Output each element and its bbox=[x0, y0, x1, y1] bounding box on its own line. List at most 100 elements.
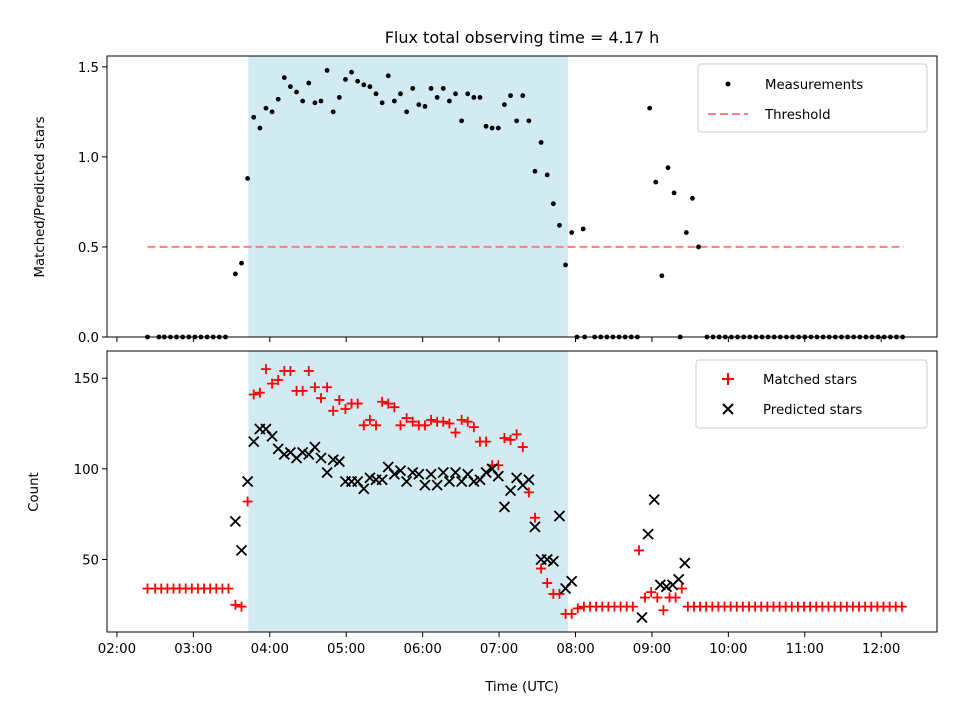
top-axes-frame bbox=[106, 55, 938, 338]
matched-star-point bbox=[364, 414, 375, 425]
x-tick-label: 12:00 bbox=[862, 642, 900, 657]
matched-star-point bbox=[419, 420, 430, 431]
measurement-point bbox=[428, 86, 434, 91]
top-y-ticks: 0.0 0.5 1.0 1.5 bbox=[78, 61, 107, 346]
predicted-star-point bbox=[437, 466, 449, 479]
predicted-star-point bbox=[679, 557, 691, 569]
y-tick-label: 0.0 bbox=[78, 331, 99, 346]
measurement-point bbox=[232, 271, 238, 277]
y-tick-label: 150 bbox=[74, 372, 99, 387]
matched-star-point bbox=[676, 583, 687, 594]
matched-star-point bbox=[401, 413, 412, 424]
matched-star-point bbox=[511, 429, 522, 440]
measurement-point bbox=[489, 125, 495, 131]
predicted-star-point bbox=[529, 521, 541, 533]
x-tick-label: 04:00 bbox=[251, 642, 289, 657]
matched-star-point bbox=[328, 405, 339, 416]
predicted-star-point bbox=[394, 465, 407, 477]
x-tick-label: 02:00 bbox=[98, 642, 136, 657]
predicted-star-point bbox=[504, 484, 517, 497]
legend-predicted-label: Predicted stars bbox=[763, 403, 862, 418]
measurement-point bbox=[330, 109, 336, 115]
y-tick-label: 50 bbox=[82, 553, 99, 568]
predicted-star-point bbox=[235, 544, 248, 557]
matched-star-point bbox=[670, 592, 681, 603]
measurement-point bbox=[459, 118, 465, 124]
matched-star-point bbox=[566, 608, 577, 619]
matched-star-point bbox=[260, 364, 271, 375]
matched-star-point bbox=[450, 427, 461, 438]
matched-star-point bbox=[223, 583, 234, 594]
matched-star-point bbox=[456, 414, 467, 425]
measurement-point bbox=[391, 98, 397, 104]
predicted-star-point bbox=[480, 466, 492, 479]
x-tick-label: 08:00 bbox=[556, 642, 594, 657]
measurement-point bbox=[373, 91, 379, 97]
predicted-star-point bbox=[333, 455, 345, 468]
x-tick-label: 05:00 bbox=[327, 642, 365, 657]
measurement-point bbox=[514, 118, 520, 124]
measurement-point bbox=[544, 172, 550, 178]
matched-star-point bbox=[646, 587, 657, 598]
measurement-point bbox=[385, 73, 391, 79]
predicted-star-point bbox=[498, 501, 511, 513]
predicted-star-point bbox=[400, 475, 413, 488]
matched-star-point bbox=[444, 418, 455, 429]
matched-star-point bbox=[652, 592, 663, 603]
measurement-point bbox=[696, 244, 701, 250]
measurement-point bbox=[410, 86, 416, 91]
matched-star-point bbox=[267, 378, 278, 389]
measurement-point bbox=[361, 82, 367, 88]
measurement-point bbox=[550, 201, 556, 207]
measurement-point bbox=[251, 114, 257, 120]
bottom-x-ticks: 02:00 03:00 04:00 05:00 06:00 07:00 08:00 09:00… bbox=[98, 632, 900, 657]
measurement-point bbox=[465, 91, 471, 97]
predicted-star-point bbox=[553, 510, 566, 522]
measurement-point bbox=[532, 168, 538, 174]
matched-star-point bbox=[572, 603, 583, 614]
predicted-star-point bbox=[376, 474, 388, 486]
matched-star-point bbox=[352, 398, 363, 409]
matched-star-point bbox=[517, 442, 528, 453]
predicted-star-point bbox=[642, 528, 654, 540]
matched-star-point bbox=[640, 592, 651, 603]
matched-star-point bbox=[499, 433, 510, 444]
measurement-point bbox=[367, 84, 373, 90]
matched-star-point bbox=[334, 394, 345, 405]
matched-star-point bbox=[627, 601, 638, 612]
measurement-point bbox=[665, 165, 671, 171]
measurement-point bbox=[312, 100, 318, 106]
measurement-point bbox=[563, 262, 568, 268]
x-tick-label: 06:00 bbox=[403, 642, 441, 657]
measurement-point bbox=[288, 84, 293, 90]
measurement-point bbox=[434, 95, 440, 100]
predicted-star-point bbox=[229, 515, 242, 528]
x-tick-label: 07:00 bbox=[480, 642, 518, 657]
measurement-point bbox=[508, 93, 513, 99]
matched-star-point bbox=[230, 599, 241, 610]
measurement-point bbox=[355, 78, 361, 84]
matched-star-point bbox=[658, 605, 669, 616]
matched-star-point bbox=[322, 382, 333, 393]
matched-star-point bbox=[554, 588, 565, 599]
measurement-point bbox=[440, 86, 446, 91]
matched-star-point bbox=[395, 420, 406, 431]
top-y-axis-label: Matched/Predicted stars bbox=[33, 116, 48, 277]
measurement-point bbox=[653, 179, 659, 185]
legend-measurements-marker bbox=[725, 81, 731, 87]
predicted-star-point bbox=[266, 430, 278, 442]
measurement-point bbox=[683, 230, 689, 235]
predicted-star-point bbox=[425, 468, 437, 480]
measurement-point bbox=[477, 95, 483, 100]
matched-star-point bbox=[285, 365, 296, 376]
matched-star-point bbox=[315, 393, 326, 404]
bottom-y-axis-label: Count bbox=[27, 472, 42, 512]
measurement-point bbox=[495, 125, 501, 131]
predicted-star-point bbox=[241, 475, 254, 488]
legend-threshold-label: Threshold bbox=[764, 108, 831, 123]
measurement-point bbox=[379, 100, 385, 106]
bottom-legend: Matched stars Predicted stars bbox=[695, 359, 928, 429]
measurement-point bbox=[318, 98, 324, 104]
predicted-star-point bbox=[315, 452, 327, 464]
